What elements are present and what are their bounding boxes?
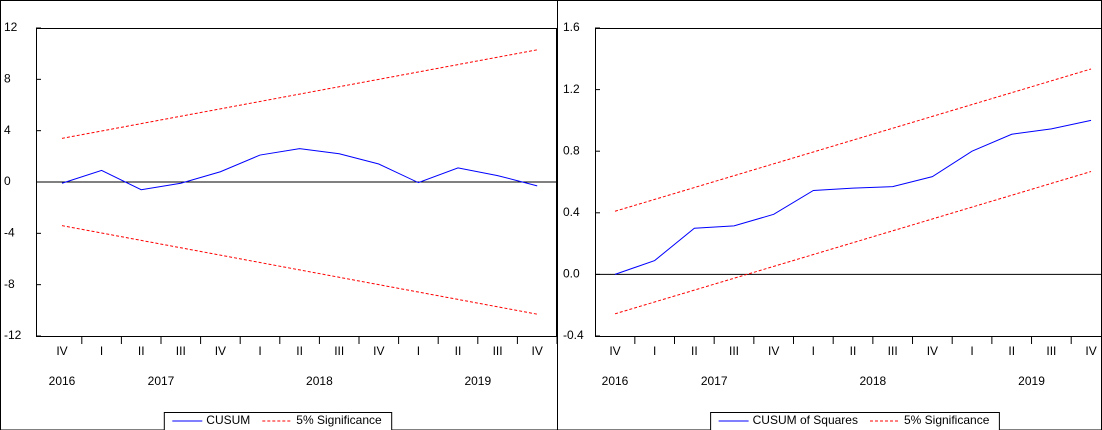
legend-label: 5% Significance	[296, 413, 382, 427]
y-tick-label: -4	[4, 226, 15, 240]
series-line	[61, 49, 538, 139]
series-line	[614, 119, 1092, 275]
x-tick-label: IV	[373, 344, 384, 358]
x-tick-label: II	[1008, 344, 1015, 358]
x-tick-label: IV	[215, 344, 226, 358]
x-tick-label: III	[493, 344, 503, 358]
y-tick-label: -12	[4, 328, 22, 342]
series-lower-line	[61, 225, 538, 315]
y-tick-label: 0.8	[563, 143, 580, 157]
x-tick-label: IV	[927, 344, 938, 358]
x-tick-label: I	[812, 344, 815, 358]
x-tick-label: III	[1046, 344, 1056, 358]
x-tick-label: I	[653, 344, 656, 358]
x-group-label: 2016	[602, 374, 629, 388]
x-tick-label: II	[138, 344, 145, 358]
x-tick-label: I	[100, 344, 103, 358]
y-tick-label: 1.2	[563, 82, 580, 96]
x-group-label: 2017	[148, 374, 175, 388]
legend-label: CUSUM	[206, 413, 250, 427]
x-tick-label: III	[176, 344, 186, 358]
x-tick-label: II	[455, 344, 462, 358]
x-tick-label: III	[729, 344, 739, 358]
series-line	[61, 148, 538, 191]
x-group-label: 2018	[306, 374, 333, 388]
y-tick-label: 0	[4, 174, 11, 188]
legend-box	[710, 412, 1000, 430]
x-tick-label: IV	[532, 344, 543, 358]
x-tick-label: IV	[768, 344, 779, 358]
x-tick-label: II	[850, 344, 857, 358]
x-group-label: 2019	[1018, 374, 1045, 388]
series-lower-line	[614, 171, 1092, 315]
x-tick-label: II	[296, 344, 303, 358]
x-tick-label: I	[970, 344, 973, 358]
y-tick-label: -8	[4, 277, 15, 291]
y-tick-label: 1.6	[563, 20, 580, 34]
x-tick-label: II	[691, 344, 698, 358]
x-group-label: 2017	[701, 374, 728, 388]
x-tick-label: IV	[56, 344, 67, 358]
x-group-label: 2019	[464, 374, 491, 388]
x-tick-label: I	[258, 344, 261, 358]
x-tick-label: III	[334, 344, 344, 358]
x-tick-label: I	[417, 344, 420, 358]
y-tick-label: -0.4	[563, 328, 584, 342]
y-tick-label: 12	[4, 20, 18, 34]
y-tick-label: 0.4	[563, 205, 580, 219]
x-tick-label: IV	[1085, 344, 1096, 358]
plot-frame	[595, 28, 1102, 337]
x-tick-label: IV	[609, 344, 620, 358]
x-tick-label: III	[888, 344, 898, 358]
legend-label: 5% Significance	[904, 413, 990, 427]
y-tick-label: 0.0	[563, 267, 580, 281]
series-line	[614, 68, 1092, 212]
y-tick-label: 8	[4, 72, 11, 86]
y-tick-label: 4	[4, 123, 11, 137]
x-group-label: 2016	[49, 374, 76, 388]
legend-label: CUSUM of Squares	[753, 413, 858, 427]
x-group-label: 2018	[860, 374, 887, 388]
